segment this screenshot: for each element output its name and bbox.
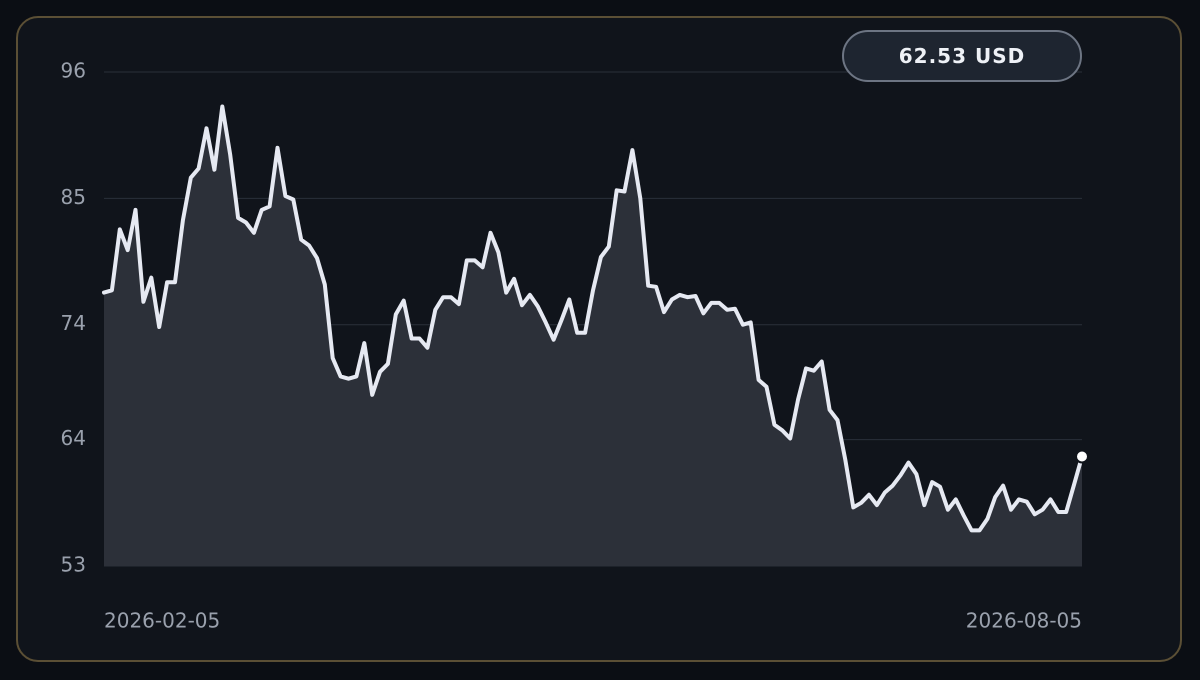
last-point [1075, 449, 1089, 464]
area [104, 106, 1082, 566]
y-tick-label: 64 [61, 426, 86, 450]
x-tick-label: 2026-08-05 [966, 609, 1082, 633]
y-tick-label: 85 [61, 185, 86, 209]
price-badge: 62.53 USD [842, 30, 1082, 82]
y-tick-label: 96 [61, 59, 86, 83]
x-tick-label: 2026-02-05 [104, 609, 220, 633]
y-tick-label: 74 [61, 311, 86, 335]
price-line [102, 104, 1084, 533]
y-tick-label: 53 [61, 553, 86, 577]
